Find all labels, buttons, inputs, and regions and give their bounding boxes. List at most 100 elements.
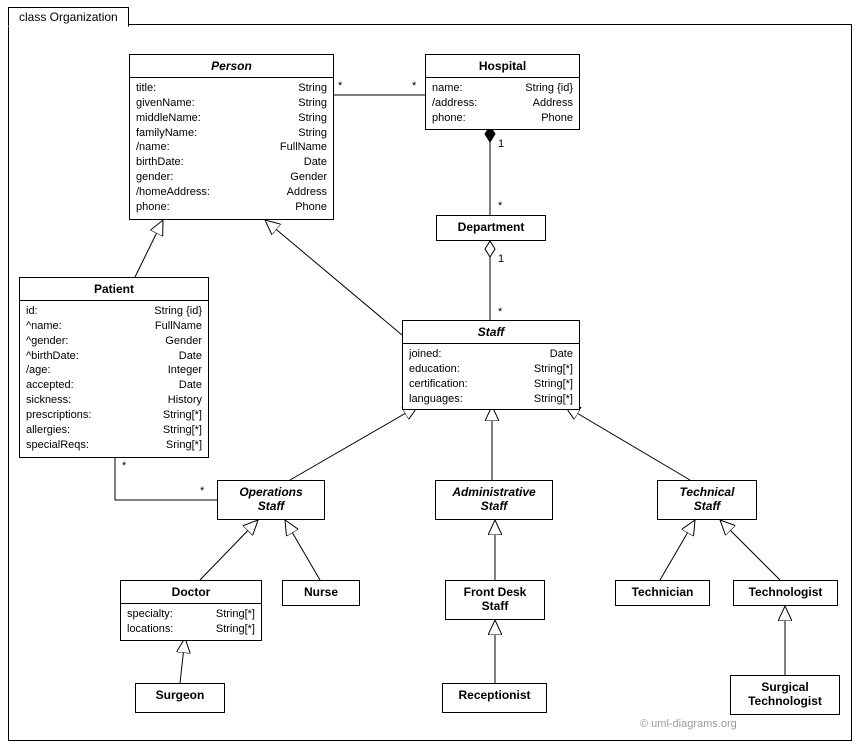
- attr-name: /name:: [136, 140, 170, 155]
- attr-type: Address: [533, 96, 573, 111]
- class-attrs: name:String {id}/address:Addressphone:Ph…: [426, 78, 579, 129]
- class-Nurse: Nurse: [282, 580, 360, 606]
- attr-row: specialReqs:Sring[*]: [26, 438, 202, 453]
- class-TechnicalStaff: TechnicalStaff: [657, 480, 757, 520]
- attr-type: String[*]: [534, 392, 573, 407]
- class-title: Nurse: [283, 581, 359, 603]
- attr-row: certification:String[*]: [409, 377, 573, 392]
- class-title: Receptionist: [443, 684, 546, 706]
- attr-row: phone:Phone: [136, 200, 327, 215]
- attr-row: ^gender: Gender: [26, 334, 202, 349]
- attr-name: ^name:: [26, 319, 62, 334]
- attr-type: String {id}: [154, 304, 202, 319]
- attr-row: givenName:String: [136, 96, 327, 111]
- attr-type: String: [298, 111, 327, 126]
- class-title: Staff: [403, 321, 579, 344]
- class-title: OperationsStaff: [218, 481, 324, 517]
- attr-name: joined:: [409, 347, 441, 362]
- attr-name: /address:: [432, 96, 477, 111]
- attr-type: String[*]: [163, 423, 202, 438]
- package-label: class Organization: [19, 10, 118, 24]
- attr-name: specialty:: [127, 607, 173, 622]
- attr-row: title:String: [136, 81, 327, 96]
- attr-name: prescriptions:: [26, 408, 91, 423]
- multiplicity: 1: [498, 253, 504, 265]
- attr-row: locations:String[*]: [127, 622, 255, 637]
- attr-name: certification:: [409, 377, 468, 392]
- attr-type: History: [168, 393, 202, 408]
- class-Technologist: Technologist: [733, 580, 838, 606]
- attr-name: allergies:: [26, 423, 70, 438]
- attr-row: familyName:String: [136, 126, 327, 141]
- attr-row: /homeAddress: Address: [136, 185, 327, 200]
- class-FrontDeskStaff: Front DeskStaff: [445, 580, 545, 620]
- watermark: © uml-diagrams.org: [640, 718, 737, 730]
- attr-type: Gender: [290, 170, 327, 185]
- multiplicity: *: [338, 80, 342, 92]
- attr-row: /name:FullName: [136, 140, 327, 155]
- class-attrs: joined:Dateeducation:String[*]certificat…: [403, 344, 579, 409]
- attr-name: gender:: [136, 170, 173, 185]
- attr-type: Date: [179, 378, 202, 393]
- attr-row: birthDate:Date: [136, 155, 327, 170]
- class-attrs: title:StringgivenName:StringmiddleName:S…: [130, 78, 333, 218]
- attr-row: gender: Gender: [136, 170, 327, 185]
- class-title: Doctor: [121, 581, 261, 604]
- attr-type: Gender: [165, 334, 202, 349]
- multiplicity: *: [412, 80, 416, 92]
- attr-type: String: [298, 81, 327, 96]
- class-title: Patient: [20, 278, 208, 301]
- class-Technician: Technician: [615, 580, 710, 606]
- attr-name: ^gender:: [26, 334, 68, 349]
- multiplicity: 1: [498, 138, 504, 150]
- attr-row: /age:Integer: [26, 363, 202, 378]
- attr-row: education: String[*]: [409, 362, 573, 377]
- class-Person: Persontitle:StringgivenName:Stringmiddle…: [129, 54, 334, 220]
- multiplicity: *: [200, 485, 204, 497]
- class-Staff: Staffjoined:Dateeducation:String[*]certi…: [402, 320, 580, 410]
- class-title: Surgeon: [136, 684, 224, 706]
- attr-name: accepted:: [26, 378, 74, 393]
- attr-row: ^birthDate: Date: [26, 349, 202, 364]
- attr-name: sickness:: [26, 393, 71, 408]
- attr-name: ^birthDate:: [26, 349, 79, 364]
- attr-type: String[*]: [163, 408, 202, 423]
- attr-row: sickness: History: [26, 393, 202, 408]
- attr-row: allergies: String[*]: [26, 423, 202, 438]
- attr-name: birthDate:: [136, 155, 184, 170]
- attr-name: /homeAddress:: [136, 185, 210, 200]
- attr-row: joined: Date: [409, 347, 573, 362]
- attr-type: String[*]: [534, 362, 573, 377]
- attr-name: middleName:: [136, 111, 201, 126]
- attr-row: accepted: Date: [26, 378, 202, 393]
- class-Patient: Patientid:String {id}^name:FullName^gend…: [19, 277, 209, 458]
- class-title: Department: [437, 216, 545, 238]
- class-title: Hospital: [426, 55, 579, 78]
- attr-row: ^name: FullName: [26, 319, 202, 334]
- attr-row: specialty:String[*]: [127, 607, 255, 622]
- diagram-canvas: class Organization Person title:Stringgiv…: [0, 0, 860, 747]
- class-Receptionist: Receptionist: [442, 683, 547, 713]
- attr-row: languages: String[*]: [409, 392, 573, 407]
- class-title: Person: [130, 55, 333, 78]
- multiplicity: *: [498, 200, 502, 212]
- class-SurgicalTechnologist: SurgicalTechnologist: [730, 675, 840, 715]
- attr-type: String: [298, 126, 327, 141]
- class-title: TechnicalStaff: [658, 481, 756, 517]
- attr-type: Sring[*]: [166, 438, 202, 453]
- multiplicity: *: [498, 306, 502, 318]
- attr-name: phone:: [136, 200, 170, 215]
- attr-name: locations:: [127, 622, 173, 637]
- attr-type: Address: [287, 185, 327, 200]
- multiplicity: *: [122, 460, 126, 472]
- class-title: Front DeskStaff: [446, 581, 544, 617]
- attr-name: education:: [409, 362, 460, 377]
- class-Hospital: Hospitalname:String {id}/address:Address…: [425, 54, 580, 130]
- attr-type: FullName: [155, 319, 202, 334]
- attr-type: Date: [179, 349, 202, 364]
- attr-name: languages:: [409, 392, 463, 407]
- attr-type: Integer: [168, 363, 202, 378]
- attr-name: givenName:: [136, 96, 195, 111]
- class-title: Technologist: [734, 581, 837, 603]
- attr-type: Date: [550, 347, 573, 362]
